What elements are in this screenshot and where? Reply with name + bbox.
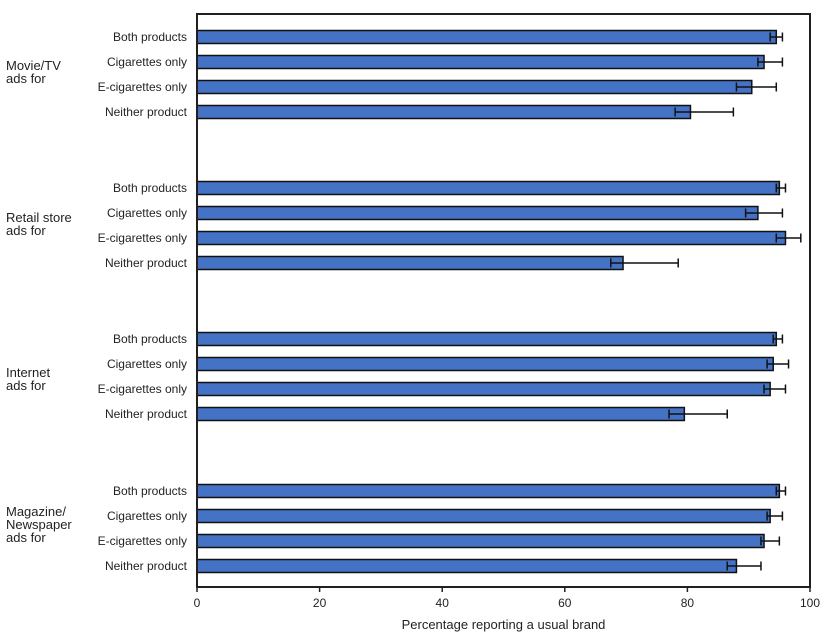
bar <box>196 508 771 524</box>
plot-frame <box>196 13 811 588</box>
x-tick-label: 20 <box>313 596 327 610</box>
group-label: Magazine/Newspaper ads for <box>6 504 72 545</box>
category-label: E-cigarettes only <box>98 231 187 245</box>
bar <box>196 29 778 45</box>
bars <box>196 29 787 574</box>
group-label-line: Magazine/ <box>6 504 66 519</box>
category-label: Cigarettes only <box>107 206 187 220</box>
bar <box>196 533 765 549</box>
category-label: Cigarettes only <box>107 509 187 523</box>
group-label: Movie/TV ads for <box>6 58 61 86</box>
bar <box>196 558 738 574</box>
bar <box>196 331 778 347</box>
group-label-line: ads for <box>6 530 46 545</box>
category-label: E-cigarettes only <box>98 382 187 396</box>
category-label: Neither product <box>105 407 188 421</box>
group-label-line: Newspaper <box>6 517 72 532</box>
group-label: Internet ads for <box>6 365 50 393</box>
x-tick-label: 80 <box>681 596 695 610</box>
bar <box>196 483 781 499</box>
x-axis-title: Percentage reporting a usual brand <box>402 617 606 632</box>
category-label: Neither product <box>105 105 188 119</box>
bar <box>196 104 692 120</box>
x-tick-label: 40 <box>436 596 450 610</box>
bar <box>196 180 781 196</box>
bar <box>196 54 765 70</box>
x-axis-tick-labels: 0 20 40 60 80 100 <box>194 596 821 610</box>
group-label-line: Retail store <box>6 210 72 225</box>
category-label: Both products <box>113 30 187 44</box>
category-labels: Both products Cigarettes only E-cigarettes… <box>98 30 188 573</box>
category-label: E-cigarettes only <box>98 534 187 548</box>
group-label-line: ads for <box>6 71 46 86</box>
category-label: Both products <box>113 181 187 195</box>
bar <box>196 381 771 397</box>
x-tick-label: 100 <box>800 596 820 610</box>
group-label-line: ads for <box>6 378 46 393</box>
x-tick-label: 0 <box>194 596 201 610</box>
x-tick-label: 60 <box>558 596 572 610</box>
error-bars <box>610 32 802 571</box>
bar <box>196 79 753 95</box>
category-label: Both products <box>113 484 187 498</box>
category-label: Cigarettes only <box>107 55 187 69</box>
category-label: Neither product <box>105 256 188 270</box>
category-label: Cigarettes only <box>107 357 187 371</box>
bar <box>196 230 787 246</box>
group-label-line: ads for <box>6 223 46 238</box>
group-label-line: Movie/TV <box>6 58 61 73</box>
bar <box>196 356 774 372</box>
x-axis-ticks <box>196 587 811 592</box>
group-label: Retail store ads for <box>6 210 72 238</box>
category-label: Neither product <box>105 559 188 573</box>
group-label-line: Internet <box>6 365 50 380</box>
bar <box>196 205 759 221</box>
bar <box>196 255 624 271</box>
bar <box>196 406 686 422</box>
category-label: E-cigarettes only <box>98 80 187 94</box>
category-label: Both products <box>113 332 187 346</box>
